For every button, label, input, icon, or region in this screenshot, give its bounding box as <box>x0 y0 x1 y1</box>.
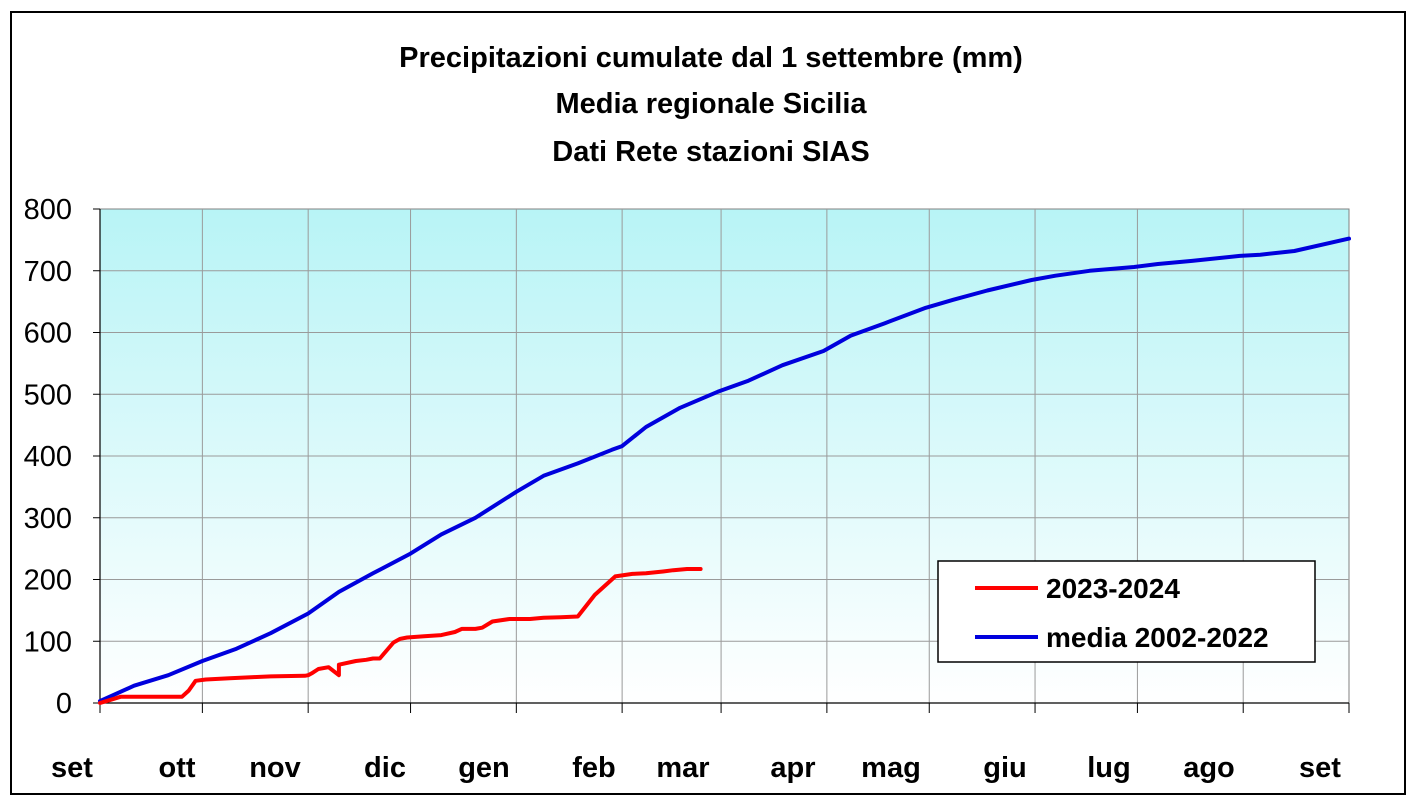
y-tick-label: 500 <box>24 379 72 411</box>
y-tick-labels: 0 100 200 300 400 500 600 700 800 <box>24 194 72 720</box>
x-tick-label: mar <box>656 752 709 784</box>
legend-box <box>937 560 1316 663</box>
x-tick-label: ago <box>1183 752 1235 784</box>
series-line-2023-2024 <box>98 567 703 705</box>
x-tick-labels: set ott nov dic gen feb mar apr mag giu lug ago set <box>51 752 1341 784</box>
x-tick-label: set <box>1299 752 1341 784</box>
x-tick-label: lug <box>1087 752 1131 784</box>
chart-source: Dati Rete stazioni SIAS <box>552 136 870 168</box>
series-line-media-2002-2022 <box>98 236 1351 704</box>
y-tick-label: 700 <box>24 256 72 288</box>
x-tick-label: mag <box>861 752 921 784</box>
y-tick-label: 800 <box>24 194 72 226</box>
y-tick-label: 200 <box>24 565 72 597</box>
chart-subtitle: Media regionale Sicilia <box>555 88 867 120</box>
chart-title: Precipitazioni cumulate dal 1 settembre … <box>399 42 1023 74</box>
legend-label-2023-2024: 2023-2024 <box>1046 573 1180 604</box>
x-tick-label: dic <box>364 752 406 784</box>
x-tick-label: apr <box>770 752 815 784</box>
x-tick-label: ott <box>158 752 195 784</box>
y-tick-label: 0 <box>56 688 72 720</box>
legend: 2023-2024 media 2002-2022 <box>937 560 1316 663</box>
y-tick-label: 600 <box>24 318 72 350</box>
y-tick-label: 100 <box>24 626 72 658</box>
y-tick-label: 300 <box>24 503 72 535</box>
y-tick-label: 400 <box>24 441 72 473</box>
x-tick-label: nov <box>249 752 301 784</box>
legend-label-media: media 2002-2022 <box>1046 622 1269 653</box>
x-tick-label: feb <box>572 752 616 784</box>
x-tick-label: gen <box>458 752 510 784</box>
x-tick-label: giu <box>983 752 1027 784</box>
series-lines <box>98 236 1351 705</box>
x-tick-label: set <box>51 752 93 784</box>
